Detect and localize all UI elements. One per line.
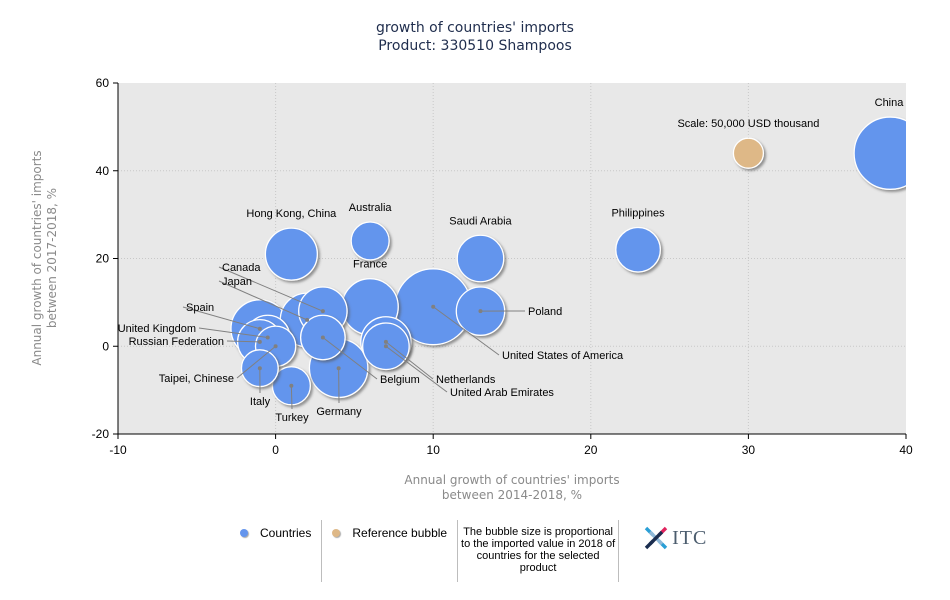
- countries-dot-icon: [240, 529, 248, 537]
- leader-line-belgium: [322, 337, 378, 380]
- x-tick-label: 0: [272, 443, 279, 457]
- bubble-label-italy: Italy: [250, 396, 271, 408]
- legend-divider: [618, 520, 620, 582]
- bubble-china: [853, 116, 906, 190]
- bubble-label-taipei-chinese: Taipei, Chinese: [159, 373, 234, 385]
- legend-divider: [321, 520, 323, 582]
- bubble-label-turkey: Turkey: [275, 412, 309, 424]
- bubble-label-spain: Spain: [186, 302, 214, 314]
- bubble-saudi-arabia: [456, 234, 505, 283]
- bubble-label-saudi-arabia: Saudi Arabia: [449, 215, 512, 227]
- leader-line-japan: [218, 280, 308, 321]
- y-tick-label: 0: [102, 339, 109, 353]
- y-tick-label: 40: [96, 164, 110, 178]
- bubble-label-france: France: [353, 259, 387, 271]
- legend-countries-label: Countries: [260, 526, 312, 540]
- y-axis-label-line2: between 2017-2018, %: [45, 188, 59, 328]
- leader-line-united-kingdom: [198, 327, 268, 338]
- x-axis-label-line1: Annual growth of countries' imports: [404, 473, 619, 487]
- leader-line-russian-federation: [226, 340, 260, 343]
- reference-bubble-label: Scale: 50,000 USD thousand: [677, 118, 819, 130]
- bubble-label-japan: Japan: [222, 276, 252, 288]
- bubble-label-netherlands: Netherlands: [436, 374, 496, 386]
- legend-item-countries[interactable]: Countries: [230, 520, 321, 582]
- x-axis-label-line2: between 2014-2018, %: [442, 488, 582, 502]
- x-tick-label: 10: [427, 443, 441, 457]
- reference-bubble: [732, 137, 765, 169]
- bubble-label-china: China: [875, 97, 905, 109]
- leader-line-turkey: [290, 385, 293, 410]
- bubble-label-united-arab-emirates: United Arab Emirates: [450, 387, 554, 399]
- leader-line-united-states-of-america: [432, 306, 500, 356]
- reference-dot-icon: [332, 529, 341, 537]
- bubble-label-united-states-of-america: United States of America: [502, 350, 624, 362]
- y-tick-label: -20: [92, 427, 110, 441]
- y-axis-label-line1: Annual growth of countries' imports: [30, 150, 44, 365]
- bubble-label-philippines: Philippines: [611, 207, 665, 219]
- x-tick-label: 30: [742, 443, 756, 457]
- legend-reference-label: Reference bubble: [352, 526, 448, 540]
- bubble-label-australia: Australia: [349, 202, 393, 214]
- bubble-labels: Scale: 50,000 USD thousand China Philippin…: [118, 97, 905, 424]
- legend: Countries Reference bubble The bubble si…: [230, 520, 707, 582]
- bubble-size-note: The bubble size is proportional to the i…: [461, 526, 616, 574]
- itc-logo: ITC: [619, 520, 707, 551]
- legend-divider: [457, 520, 459, 582]
- bubble-label-belgium: Belgium: [380, 374, 420, 386]
- axes: -10 0 10 20 30 40 -20 0 20 40 60: [92, 76, 913, 457]
- y-tick-label: 60: [96, 76, 110, 90]
- itc-logo-text: ITC: [672, 526, 708, 549]
- chart-subtitle: Product: 330510 Shampoos: [378, 38, 572, 54]
- bubble-australia: [350, 221, 390, 261]
- x-tick-label: 20: [584, 443, 598, 457]
- bubble-hong-kong-china: [264, 227, 318, 281]
- itc-logo-icon: [644, 526, 668, 550]
- bubble-label-poland: Poland: [528, 306, 562, 318]
- bubble-philippines: [615, 226, 661, 273]
- leader-line-canada: [218, 266, 324, 312]
- x-tick-label: 40: [899, 443, 913, 457]
- leader-line-taipei-chinese: [236, 345, 276, 379]
- grid-lines: [118, 83, 906, 434]
- legend-item-reference[interactable]: Reference bubble: [322, 520, 457, 582]
- bubble-label-canada: Canada: [222, 262, 261, 274]
- y-tick-label: 20: [96, 252, 110, 266]
- leader-line-spain: [182, 306, 260, 330]
- leader-lines: [182, 266, 526, 410]
- leader-line-netherlands: [385, 341, 434, 380]
- leader-line-united-arab-emirates: [385, 345, 448, 393]
- bubble-label-germany: Germany: [316, 406, 362, 418]
- bubble-label-russian-federation: Russian Federation: [129, 336, 224, 348]
- chart-title: growth of countries' imports: [376, 20, 574, 36]
- x-tick-label: -10: [109, 443, 127, 457]
- bubble-label-hong-kong-china: Hong Kong, China: [246, 208, 337, 220]
- bubble-label-united-kingdom: United Kingdom: [118, 323, 196, 335]
